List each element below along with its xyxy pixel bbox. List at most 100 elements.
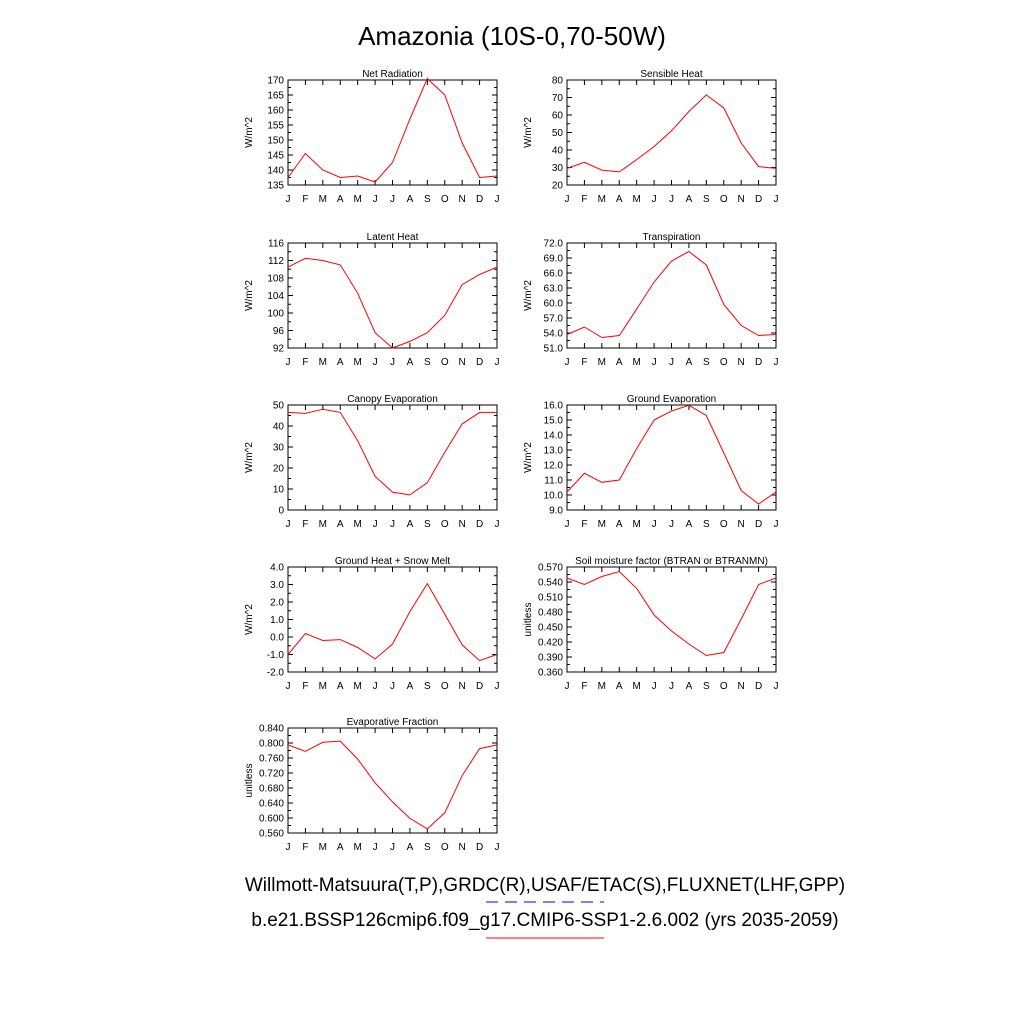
x-tick-label: O (441, 842, 449, 853)
y-tick-label: 112 (268, 256, 284, 267)
x-tick-label: J (652, 357, 657, 368)
x-tick-label: J (652, 194, 657, 205)
panel-title: Transpiration (643, 232, 701, 243)
panel-frame (566, 242, 777, 349)
panel-8: Soil moisture factor (BTRAN or BTRANMN) 0… (523, 556, 779, 692)
series-line-model (287, 408, 497, 496)
y-tick-label: 135 (267, 181, 284, 192)
y-tick-label: 170 (267, 76, 284, 87)
x-tick-label: M (353, 194, 361, 205)
series-line-model (287, 77, 498, 183)
x-tick-label: O (720, 194, 728, 205)
x-tick-label: O (441, 194, 449, 205)
x-tick-label: J (652, 681, 657, 692)
x-tick-label: O (720, 681, 728, 692)
y-tick-label: 3.0 (270, 580, 284, 591)
x-tick-label: S (703, 681, 710, 692)
x-tick-label: F (302, 842, 308, 853)
y-tick-label: 140 (267, 166, 284, 177)
x-tick-label: J (495, 842, 500, 853)
panel-7: Ground Heat + Snow Melt -2.0 -1.0 0.0 1.0 2.0… (244, 556, 500, 692)
x-tick-label: J (286, 194, 291, 205)
y-tick-label: 145 (267, 151, 284, 162)
y-axis-label: W/m^2 (523, 117, 534, 148)
x-tick-label: J (495, 681, 500, 692)
x-tick-label: F (581, 519, 587, 530)
x-tick-label: F (581, 681, 587, 692)
x-tick-label: A (686, 357, 693, 368)
x-tick-label: A (407, 842, 414, 853)
y-axis-label: W/m^2 (244, 280, 255, 311)
y-tick-label: 0.540 (538, 578, 563, 589)
x-tick-label: S (703, 357, 710, 368)
x-tick-label: J (373, 842, 378, 853)
figure-title: Amazonia (10S-0,70-50W) (358, 21, 666, 51)
y-axis-label: unitless (244, 764, 255, 798)
x-tick-label: S (424, 357, 431, 368)
x-tick-label: D (476, 842, 483, 853)
x-tick-label: J (565, 357, 570, 368)
x-tick-label: D (755, 357, 762, 368)
y-tick-label: 80 (552, 76, 564, 87)
y-axis-label: W/m^2 (523, 442, 534, 473)
x-tick-label: N (738, 357, 745, 368)
x-tick-label: D (476, 519, 483, 530)
y-tick-label: 116 (268, 239, 284, 250)
x-tick-label: J (565, 519, 570, 530)
y-axis-label: W/m^2 (244, 442, 255, 473)
panel-title: Soil moisture factor (BTRAN or BTRANMN) (575, 556, 768, 567)
y-tick-label: 165 (267, 91, 284, 102)
y-tick-label: 16.0 (544, 401, 564, 412)
y-tick-label: 0.720 (259, 769, 284, 780)
legend-model-label: b.e21.BSSP126cmip6.f09_g17.CMIP6-SSP1-2.… (251, 910, 838, 931)
panel-title: Evaporative Fraction (347, 717, 439, 728)
panel-frame (287, 566, 498, 673)
y-tick-label: 12.0 (544, 461, 564, 472)
x-tick-label: M (353, 842, 361, 853)
y-tick-label: 63.0 (544, 284, 564, 295)
y-tick-label: 20 (273, 464, 285, 475)
x-tick-label: J (390, 357, 395, 368)
x-tick-label: A (686, 681, 693, 692)
x-tick-label: A (337, 519, 344, 530)
panel-frame (287, 79, 498, 186)
panel-frame (566, 566, 777, 673)
y-tick-label: 10.0 (544, 491, 564, 502)
x-tick-label: A (616, 194, 623, 205)
y-tick-label: 0.560 (259, 829, 284, 840)
x-tick-label: M (598, 681, 606, 692)
y-tick-label: 15.0 (544, 416, 564, 427)
x-tick-label: J (495, 194, 500, 205)
panel-frame (287, 404, 498, 511)
x-tick-label: M (598, 519, 606, 530)
y-tick-label: 0.450 (538, 623, 563, 634)
panel-4: Transpiration 51.0 54.0 57.0 60.0 63.0 66.0 69.… (523, 232, 779, 368)
x-tick-label: J (669, 357, 674, 368)
y-tick-label: 0.800 (259, 739, 284, 750)
x-tick-label: F (302, 357, 308, 368)
y-tick-label: 0.600 (259, 814, 284, 825)
x-tick-label: A (407, 519, 414, 530)
panel-title: Ground Evaporation (627, 394, 717, 405)
x-tick-label: D (476, 357, 483, 368)
x-tick-label: O (441, 681, 449, 692)
x-tick-label: J (373, 681, 378, 692)
x-tick-label: N (459, 842, 466, 853)
y-tick-label: 30 (273, 443, 285, 454)
y-tick-label: 0.0 (270, 633, 284, 644)
y-tick-label: 11.0 (544, 476, 563, 487)
x-tick-label: M (353, 519, 361, 530)
x-tick-label: M (353, 681, 361, 692)
x-tick-label: O (720, 357, 728, 368)
x-tick-label: M (632, 357, 640, 368)
x-tick-label: A (616, 681, 623, 692)
x-tick-label: D (476, 681, 483, 692)
x-tick-label: J (774, 357, 779, 368)
x-tick-label: A (686, 194, 693, 205)
panel-title: Latent Heat (367, 232, 419, 243)
x-tick-label: N (738, 194, 745, 205)
y-tick-label: 69.0 (544, 254, 564, 265)
x-tick-label: J (286, 357, 291, 368)
x-tick-label: N (738, 519, 745, 530)
